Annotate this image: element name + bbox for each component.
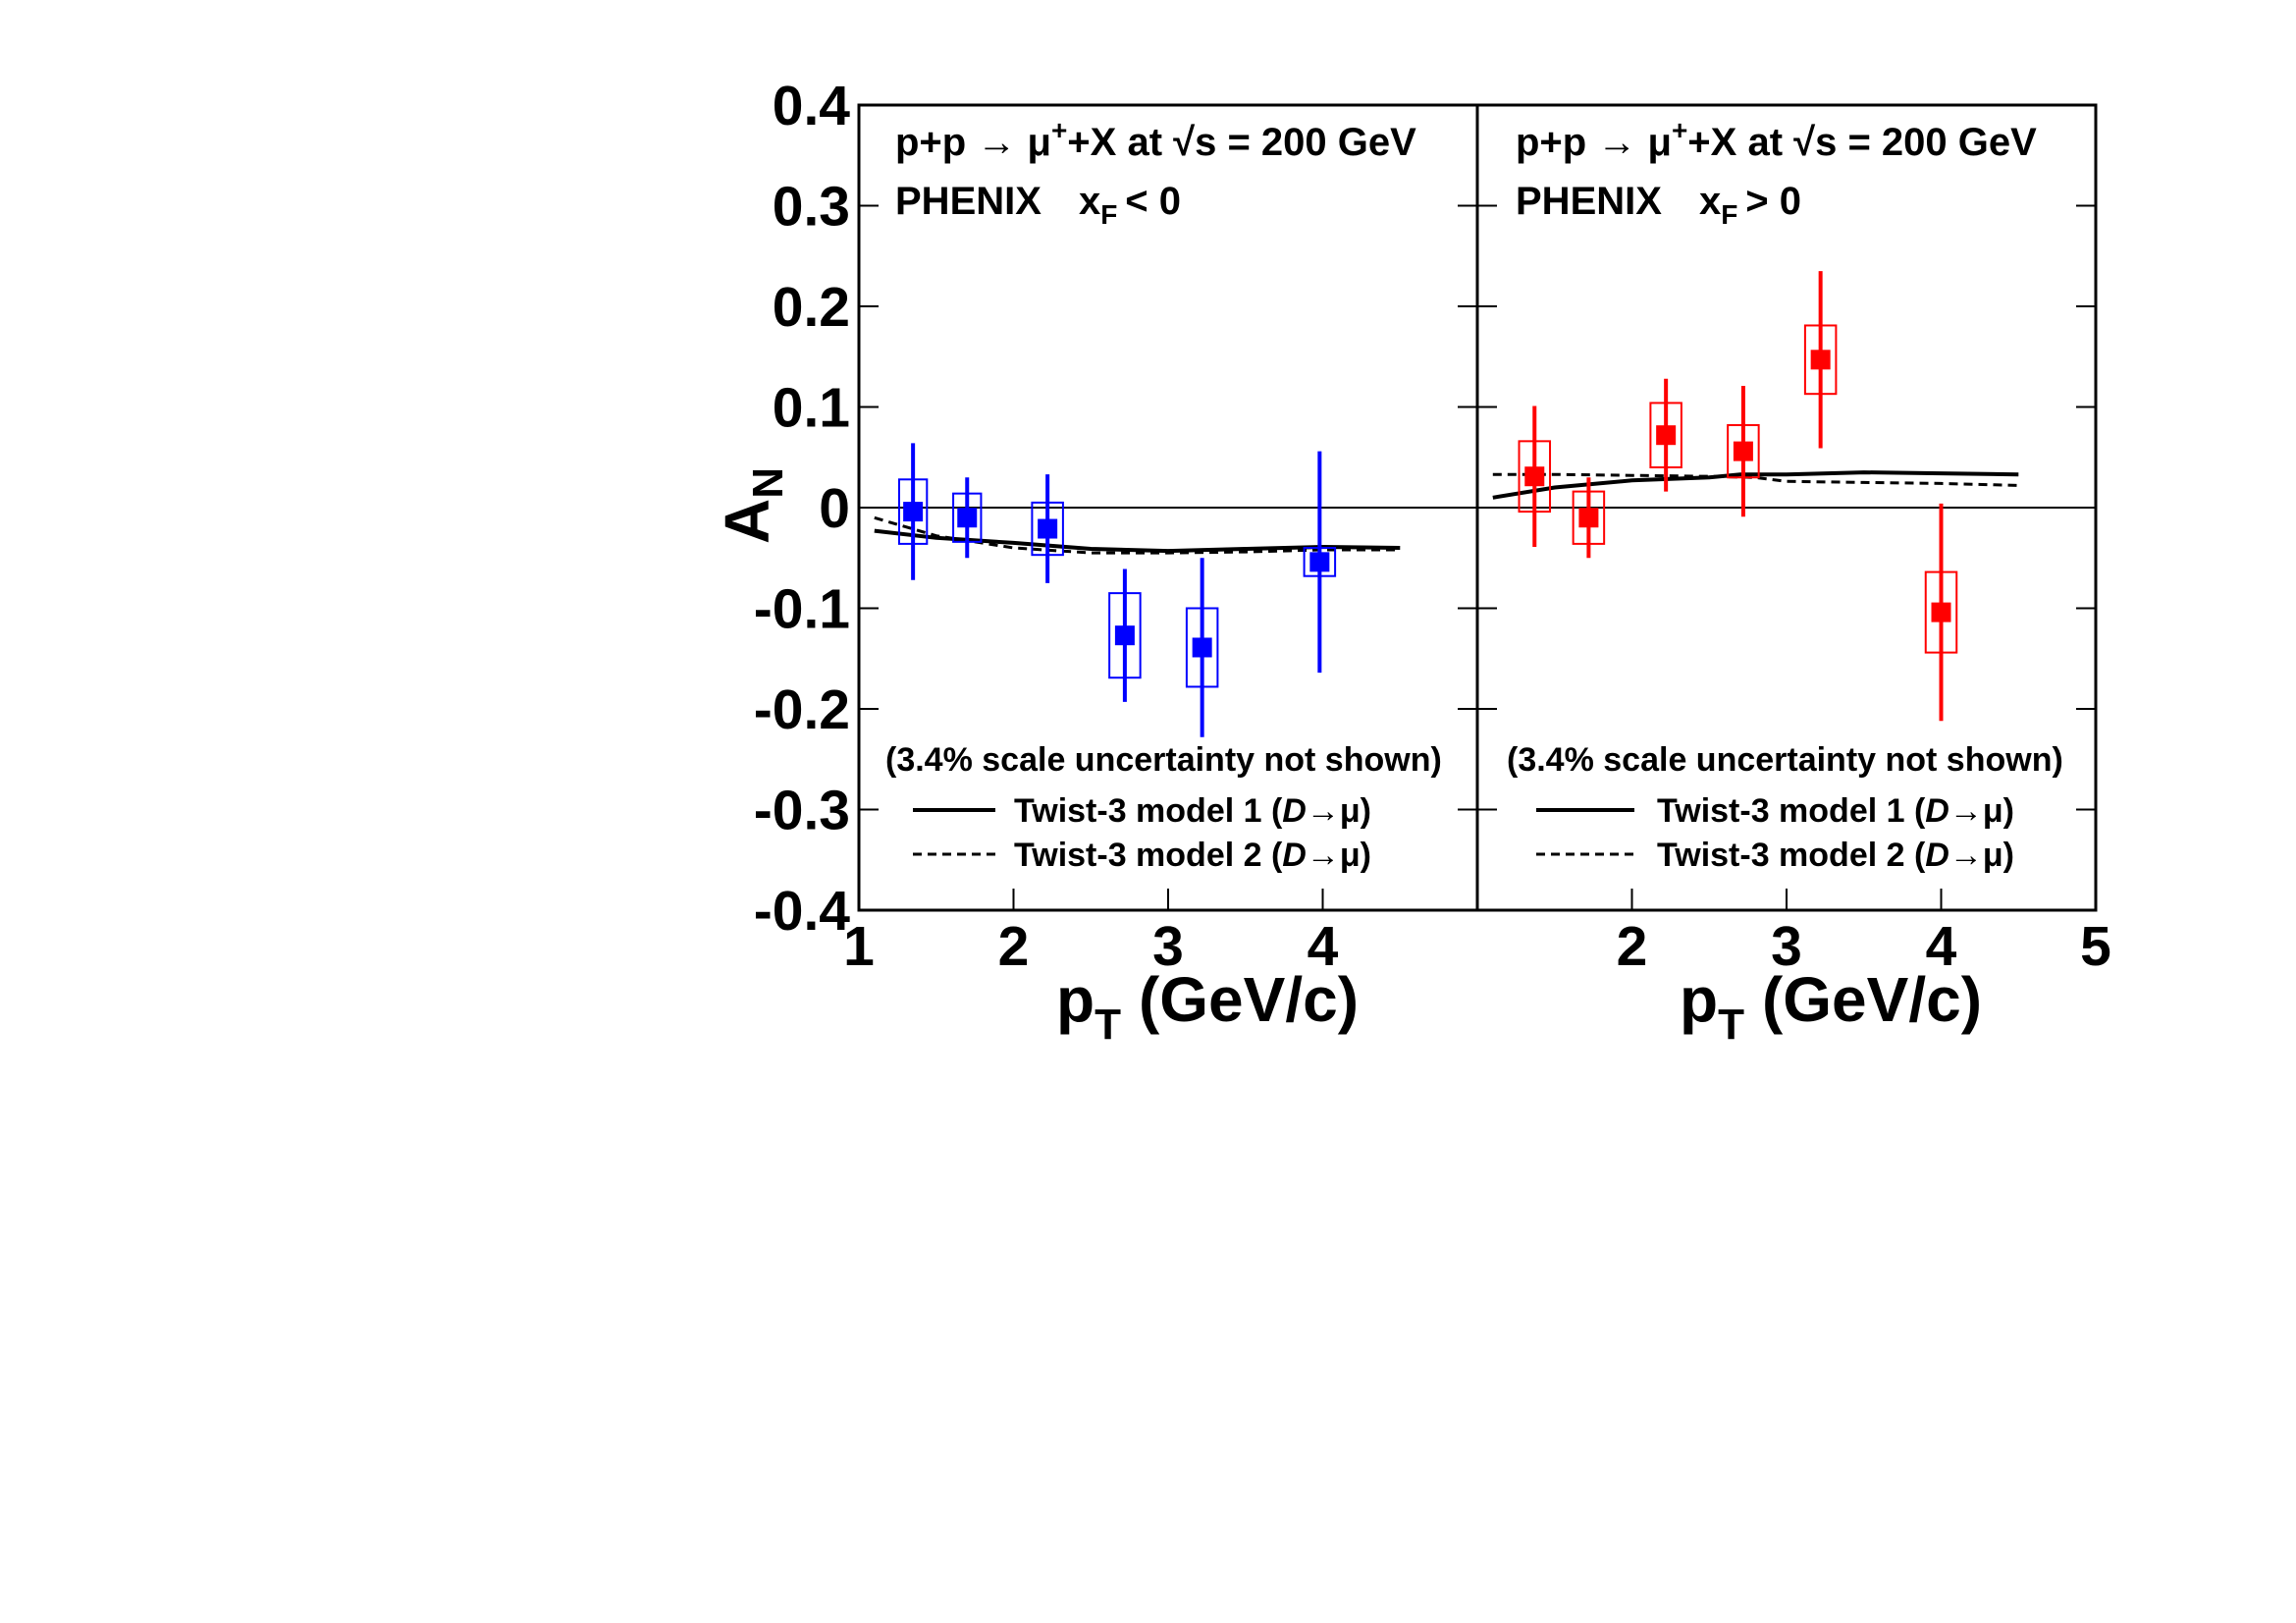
panel-right-x-tick-labels: 2 3 4 5 [1617,915,2111,978]
y-tick-label: -0.1 [754,578,850,641]
panel-right-scale-note: (3.4% scale uncertainty not shown) [1507,741,2063,779]
panel-left-scale-note: (3.4% scale uncertainty not shown) [885,741,1442,779]
data-point [1309,552,1330,572]
data-point [1038,518,1058,539]
x-tick-label: 5 [2080,915,2111,978]
y-tick-label: 0.3 [773,176,850,239]
panel-right-legend-model2: Twist-3 model 2 (D→μ) [1657,837,2014,874]
panel-left-ticks [858,104,1478,911]
data-point [1192,637,1212,658]
y-tick-label: 0.4 [773,75,851,137]
panel-left-legend-model2: Twist-3 model 2 (D→μ) [1014,837,1371,874]
panel-right-ticks [1476,104,2097,911]
y-tick-label: 0.2 [773,276,850,339]
panel-left-reaction-label: p+p → μ++X at √s = 200 GeV [895,115,1416,164]
data-point [1114,625,1135,646]
panel-left-points [897,443,1337,737]
x-tick-label: 2 [998,915,1030,978]
x-tick-label: 4 [1926,915,1957,978]
panel-right-experiment-label: PHENIX xF > 0 [1516,180,1801,230]
model1-curve [1492,470,2019,500]
data-point [1578,508,1599,528]
y-tick-label: 0.1 [773,377,850,440]
panel-right-models [1492,470,2019,500]
panel-right-x-axis-label: pT (GeV/c) [1680,964,1982,1049]
x-tick-label: 4 [1308,915,1339,978]
y-tick-label: -0.2 [754,678,850,741]
panel-left-x-tick-labels: 1 2 3 4 [843,915,1339,978]
panel-left-experiment-label: PHENIX xF < 0 [895,180,1181,230]
y-tick-labels: 0.4 0.3 0.2 0.1 0 -0.1 -0.2 -0.3 -0.4 [754,75,851,943]
panel-right-reaction-label: p+p → μ++X at √s = 200 GeV [1516,115,2037,164]
x-tick-label: 1 [843,915,875,978]
data-point [1733,441,1753,461]
panel-left-x-axis-label: pT (GeV/c) [1056,964,1359,1049]
data-point [1931,602,1951,622]
y-tick-label: 0 [819,477,850,540]
data-point [903,502,924,522]
y-axis-label: AN [712,467,792,544]
data-point [1524,466,1545,487]
y-tick-label: -0.3 [754,780,850,842]
x-tick-label: 3 [1152,915,1184,978]
data-point [1656,425,1677,446]
y-tick-label: -0.4 [754,880,851,943]
panel-left: p+p → μ++X at √s = 200 GeV PHENIX xF < 0 (… [843,103,1479,1049]
panel-left-legend-model1: Twist-3 model 1 (D→μ) [1014,792,1371,830]
x-tick-label: 3 [1771,915,1802,978]
x-tick-label: 2 [1617,915,1648,978]
data-point [1810,350,1831,370]
panel-right: p+p → μ++X at √s = 200 GeV PHENIX xF > 0 (… [1475,103,2111,1049]
data-point [957,508,978,528]
y-axis-title: AN [712,467,792,544]
panel-right-points [1518,271,1958,722]
panel-right-legend-model1: Twist-3 model 1 (D→μ) [1657,792,2014,830]
